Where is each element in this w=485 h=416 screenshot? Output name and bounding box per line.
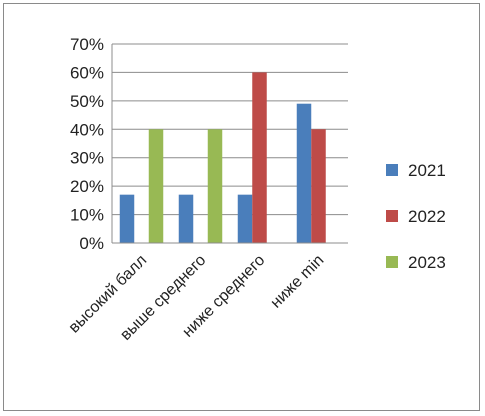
bar-2023 — [207, 129, 223, 243]
y-tick-label: 40% — [70, 120, 104, 139]
bar-2021 — [178, 194, 194, 243]
bar-2021 — [237, 194, 253, 243]
legend-label-2021: 2021 — [408, 161, 446, 180]
y-tick-label: 70% — [70, 35, 104, 54]
bar-2021 — [296, 103, 312, 243]
bar-2022 — [311, 129, 326, 243]
x-category-label: ниже min — [268, 252, 328, 312]
axes — [111, 44, 348, 244]
y-tick-label: 60% — [70, 63, 104, 82]
bar-2021 — [119, 194, 135, 243]
bar-2022 — [252, 72, 267, 243]
legend-swatch-2023 — [386, 256, 398, 268]
y-tick-label: 0% — [79, 234, 104, 253]
legend: 2021 2022 2023 — [386, 161, 446, 272]
legend-swatch-2022 — [386, 210, 398, 222]
bars — [119, 72, 326, 243]
bar-2023 — [148, 129, 164, 243]
y-tick-label: 30% — [70, 149, 104, 168]
y-tick-label: 50% — [70, 92, 104, 111]
legend-swatch-2021 — [386, 164, 398, 176]
y-axis-tick-labels: 0% 10% 20% 30% 40% 50% 60% 70% — [70, 35, 104, 253]
legend-label-2023: 2023 — [408, 253, 446, 272]
y-tick-label: 20% — [70, 177, 104, 196]
y-tick-label: 10% — [70, 206, 104, 225]
legend-label-2022: 2022 — [408, 207, 446, 226]
